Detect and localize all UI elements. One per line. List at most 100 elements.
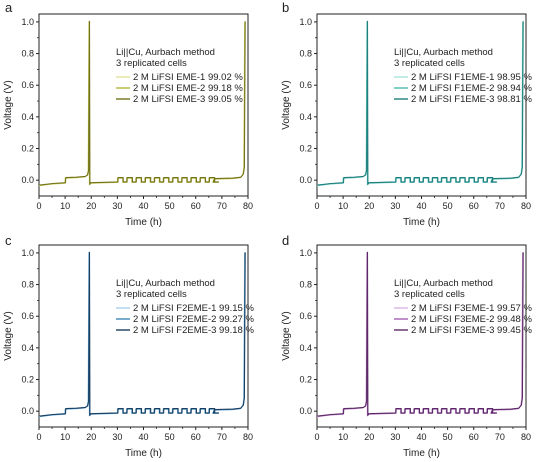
x-tick-label: 80 bbox=[243, 432, 253, 442]
x-tick-label: 30 bbox=[390, 432, 400, 442]
legend-entry: 2 M LiFSI F2EME-1 99.15 % bbox=[133, 303, 254, 314]
legend-entry: 2 M LiFSI F2EME-2 99.27 % bbox=[133, 314, 254, 325]
x-tick-label: 60 bbox=[191, 201, 201, 211]
x-tick-label: 40 bbox=[416, 201, 426, 211]
y-axis-label: Voltage (V) bbox=[281, 80, 292, 129]
legend-entry: 2 M LiFSI EME-3 99.05 % bbox=[133, 94, 243, 105]
x-tick-label: 70 bbox=[217, 432, 227, 442]
legend-entry: 2 M LiFSI F2EME-3 99.18 % bbox=[133, 325, 254, 336]
annotation-text: Li||Cu, Aurbach method bbox=[394, 278, 493, 289]
y-tick-label: 1.0 bbox=[299, 17, 312, 27]
y-tick-label: 0.8 bbox=[21, 280, 34, 290]
y-tick-label: 0.0 bbox=[299, 406, 312, 416]
x-tick-label: 80 bbox=[521, 432, 531, 442]
annotation-text: 3 replicated cells bbox=[394, 289, 465, 300]
y-tick-label: 1.0 bbox=[21, 248, 34, 258]
y-tick-label: 0.8 bbox=[299, 280, 312, 290]
x-axis-label: Time (h) bbox=[125, 217, 162, 228]
x-tick-label: 0 bbox=[36, 201, 41, 211]
x-tick-label: 40 bbox=[138, 201, 148, 211]
x-tick-label: 0 bbox=[314, 432, 319, 442]
annotation-text: Li||Cu, Aurbach method bbox=[116, 278, 215, 289]
x-tick-label: 50 bbox=[165, 201, 175, 211]
legend-entry: 2 M LiFSI F3EME-2 99.48 % bbox=[411, 314, 532, 325]
panel-label: d bbox=[282, 233, 289, 248]
x-axis-label: Time (h) bbox=[125, 448, 162, 459]
x-axis-label: Time (h) bbox=[403, 448, 440, 459]
x-tick-label: 30 bbox=[112, 201, 122, 211]
legend-entry: 2 M LiFSI F1EME-3 98.81 % bbox=[411, 94, 532, 105]
x-axis-label: Time (h) bbox=[403, 217, 440, 228]
y-tick-label: 0.6 bbox=[299, 311, 312, 321]
y-tick-label: 0.6 bbox=[299, 80, 312, 90]
panel-label: a bbox=[5, 0, 13, 15]
x-tick-label: 20 bbox=[364, 432, 374, 442]
x-tick-label: 50 bbox=[443, 201, 453, 211]
x-tick-label: 80 bbox=[521, 201, 531, 211]
annotation-text: Li||Cu, Aurbach method bbox=[394, 47, 493, 58]
y-tick-label: 0.6 bbox=[21, 311, 34, 321]
y-tick-label: 1.0 bbox=[299, 248, 312, 258]
x-tick-label: 10 bbox=[60, 201, 70, 211]
y-tick-label: 1.0 bbox=[21, 17, 34, 27]
y-axis-label: Voltage (V) bbox=[3, 311, 14, 360]
legend-entry: 2 M LiFSI F1EME-1 98.95 % bbox=[411, 72, 532, 83]
annotation-text: 3 replicated cells bbox=[116, 58, 187, 69]
x-tick-label: 40 bbox=[138, 432, 148, 442]
y-tick-label: 0.4 bbox=[21, 343, 34, 353]
y-tick-label: 0.2 bbox=[21, 375, 34, 385]
legend-entry: 2 M LiFSI F3EME-3 99.45 % bbox=[411, 325, 532, 336]
x-tick-label: 10 bbox=[338, 201, 348, 211]
x-tick-label: 20 bbox=[364, 201, 374, 211]
panel-label: c bbox=[5, 233, 12, 248]
y-tick-label: 0.8 bbox=[21, 49, 34, 59]
annotation-text: 3 replicated cells bbox=[394, 58, 465, 69]
y-tick-label: 0.2 bbox=[21, 144, 34, 154]
x-tick-label: 60 bbox=[469, 432, 479, 442]
x-tick-label: 60 bbox=[469, 201, 479, 211]
x-tick-label: 80 bbox=[243, 201, 253, 211]
y-tick-label: 0.8 bbox=[299, 49, 312, 59]
x-tick-label: 60 bbox=[191, 432, 201, 442]
chart-panel-c: c 0 10 20 30 40 50 60 70 80 0.0 0.2 0.4 0.6 0.8 1.0 Time… bbox=[3, 233, 254, 459]
x-tick-label: 20 bbox=[86, 432, 96, 442]
x-tick-label: 10 bbox=[338, 432, 348, 442]
legend-entry: 2 M LiFSI EME-1 99.02 % bbox=[133, 72, 243, 83]
legend-entry: 2 M LiFSI EME-2 99.18 % bbox=[133, 83, 243, 94]
x-tick-label: 70 bbox=[217, 201, 227, 211]
x-tick-label: 0 bbox=[36, 432, 41, 442]
x-tick-label: 30 bbox=[112, 432, 122, 442]
y-tick-label: 0.2 bbox=[299, 375, 312, 385]
y-tick-label: 0.0 bbox=[299, 175, 312, 185]
annotation-text: 3 replicated cells bbox=[116, 289, 187, 300]
plot-frame bbox=[317, 14, 526, 196]
panel-label: b bbox=[282, 0, 289, 15]
chart-panel-d: d 0 10 20 30 40 50 60 70 80 0.0 0.2 0.4 0.6 0.8 1.0 Time… bbox=[281, 233, 532, 459]
x-tick-label: 10 bbox=[60, 432, 70, 442]
y-tick-label: 0.6 bbox=[21, 80, 34, 90]
chart-panel-a: a 0 10 20 30 40 50 60 70 80 0.0 0.2 0.4 0.6 0.8 1.0 Time… bbox=[3, 0, 253, 228]
x-tick-label: 70 bbox=[495, 432, 505, 442]
x-tick-label: 0 bbox=[314, 201, 319, 211]
x-tick-label: 50 bbox=[165, 432, 175, 442]
y-axis-label: Voltage (V) bbox=[3, 80, 14, 129]
y-tick-label: 0.0 bbox=[21, 175, 34, 185]
y-tick-label: 0.4 bbox=[21, 112, 34, 122]
annotation-text: Li||Cu, Aurbach method bbox=[116, 47, 215, 58]
legend-entry: 2 M LiFSI F3EME-1 99.57 % bbox=[411, 303, 532, 314]
plot-frame bbox=[39, 14, 248, 196]
x-tick-label: 30 bbox=[390, 201, 400, 211]
y-tick-label: 0.0 bbox=[21, 406, 34, 416]
x-tick-label: 70 bbox=[495, 201, 505, 211]
y-axis-label: Voltage (V) bbox=[281, 311, 292, 360]
legend-entry: 2 M LiFSI F1EME-2 98.94 % bbox=[411, 83, 532, 94]
plot-frame bbox=[39, 245, 248, 427]
x-tick-label: 40 bbox=[416, 432, 426, 442]
y-tick-label: 0.4 bbox=[299, 343, 312, 353]
y-tick-label: 0.2 bbox=[299, 144, 312, 154]
y-tick-label: 0.4 bbox=[299, 112, 312, 122]
chart-panel-b: b 0 10 20 30 40 50 60 70 80 0.0 0.2 0.4 0.6 0.8 1.0 Time… bbox=[281, 0, 532, 228]
plot-frame bbox=[317, 245, 526, 427]
